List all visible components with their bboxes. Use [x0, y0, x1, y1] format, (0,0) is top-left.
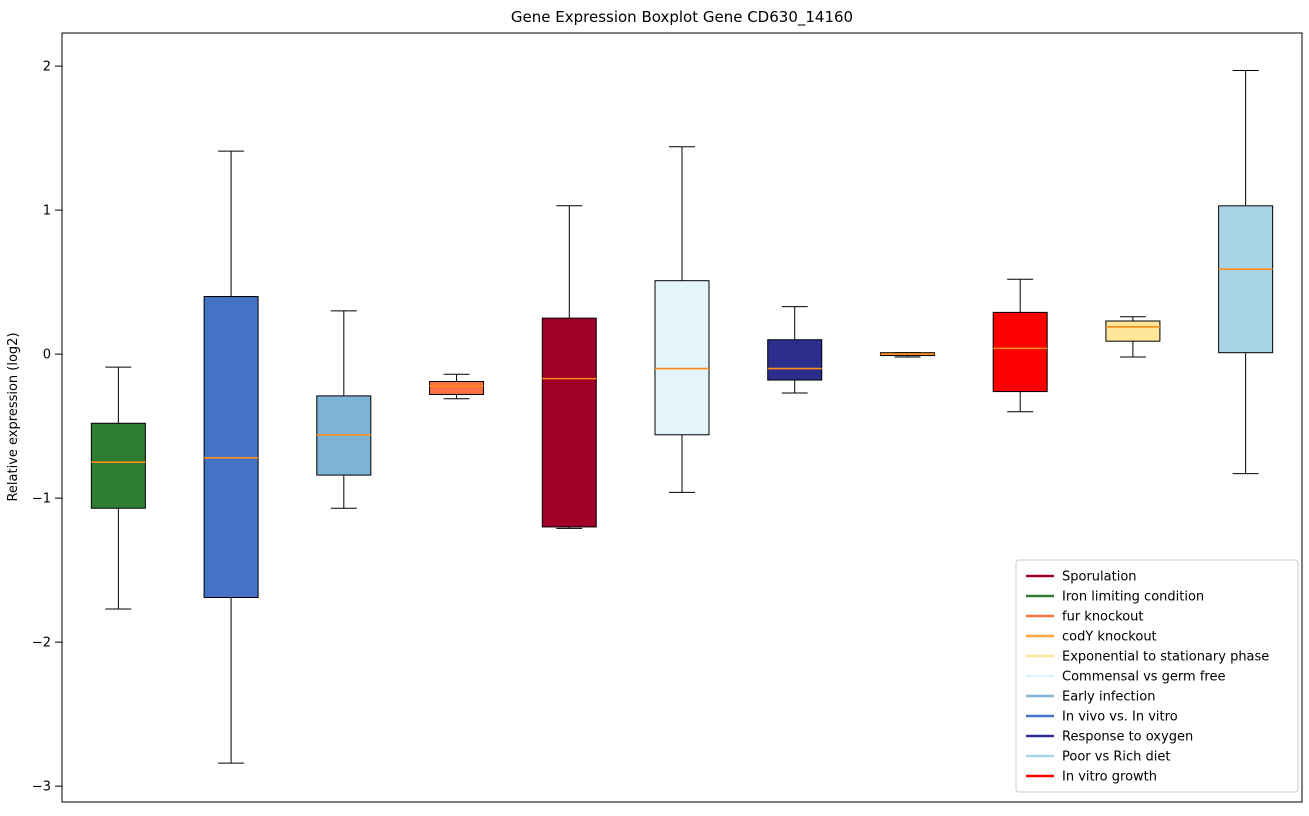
iqr-box	[992, 311, 1048, 393]
y-tick-label: −3	[32, 780, 51, 795]
iqr-box	[1105, 320, 1161, 342]
legend-label-early-infection: Early infection	[1062, 690, 1155, 705]
legend-label-poor-vs-rich-diet: Poor vs Rich diet	[1062, 750, 1170, 765]
legend-label-in-vitro-growth: In vitro growth	[1062, 770, 1157, 785]
box-poor-vs-rich-diet	[1218, 69, 1274, 475]
legend-label-sporulation: Sporulation	[1062, 570, 1137, 585]
iqr-box	[203, 296, 259, 599]
box-early-infection	[316, 310, 372, 509]
y-tick-label: 0	[43, 348, 51, 363]
box-exponential-to-stationary-phase	[1105, 316, 1161, 358]
legend-frame	[1015, 559, 1299, 793]
box-commensal-vs-germ-free	[654, 146, 710, 493]
chart-title: Gene Expression Boxplot Gene CD630_14160	[511, 8, 853, 27]
box-in-vivo-vs-in-vitro	[203, 150, 259, 764]
box-cody-knockout	[879, 352, 935, 358]
iqr-box	[541, 317, 597, 528]
legend-label-in-vivo-vs-in-vitro: In vivo vs. In vitro	[1062, 710, 1178, 725]
legend-label-cody-knockout: codY knockout	[1062, 630, 1157, 645]
legend-label-fur-knockout: fur knockout	[1062, 610, 1144, 625]
iqr-box	[1218, 205, 1274, 354]
y-tick-label: 2	[43, 60, 51, 75]
iqr-box	[90, 422, 146, 509]
y-tick-label: −2	[32, 636, 51, 651]
legend-label-iron-limiting-condition: Iron limiting condition	[1062, 590, 1204, 605]
legend-label-commensal-vs-germ-free: Commensal vs germ free	[1062, 670, 1225, 685]
iqr-box	[429, 380, 485, 395]
legend-label-response-to-oxygen: Response to oxygen	[1062, 730, 1193, 745]
box-in-vitro-growth	[992, 278, 1048, 413]
y-tick-label: 1	[43, 204, 51, 219]
box-fur-knockout	[429, 373, 485, 400]
iqr-box	[654, 280, 710, 436]
plot-area: 2 1 0 −1 −2 −3 Sporulation Iron limiting condit…	[32, 32, 1303, 803]
y-axis-label: Relative expression (log2)	[6, 332, 21, 501]
box-sporulation	[541, 205, 597, 529]
box-response-to-oxygen	[767, 306, 823, 394]
axes-frame	[61, 32, 1303, 803]
legend: Sporulation Iron limiting condition fur kn…	[1015, 559, 1299, 793]
legend-label-exponential-to-stationary-phase: Exponential to stationary phase	[1062, 650, 1269, 665]
box-iron-limiting-condition	[90, 366, 146, 610]
iqr-box	[767, 339, 823, 381]
y-tick-label: −1	[32, 492, 51, 507]
